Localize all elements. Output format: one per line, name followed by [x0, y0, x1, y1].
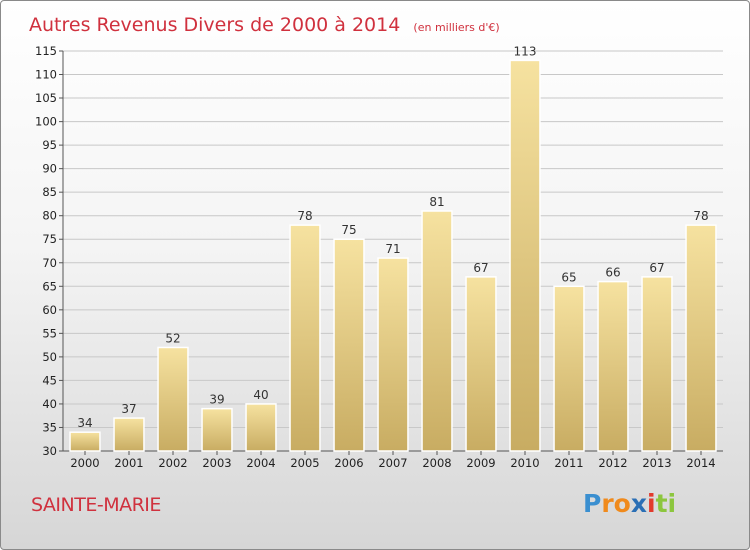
value-label-2006: 75 [341, 223, 356, 237]
x-tick-labels: 2000 2001 2002 2003 2004 2005 2006 2007 2008 2009… [70, 451, 716, 470]
y-tick-label: 50 [42, 350, 57, 364]
logo-letter: t [655, 489, 668, 518]
x-tick-label-2002: 2002 [158, 456, 187, 470]
bar-2014 [685, 224, 717, 452]
value-labels: 34 37 52 39 40 78 75 71 81 67 113 65 66 67 78 [77, 44, 708, 430]
y-tick-label: 65 [42, 279, 57, 293]
y-tick-label: 40 [42, 397, 57, 411]
y-tick-label: 100 [35, 115, 57, 129]
value-label-2003: 39 [209, 393, 224, 407]
bar-2005 [289, 224, 321, 452]
value-label-2009: 67 [473, 261, 488, 275]
bar-2007 [377, 257, 409, 452]
value-label-2012: 66 [605, 266, 620, 280]
value-label-2014: 78 [693, 209, 708, 223]
value-label-2000: 34 [77, 416, 92, 430]
value-label-2008: 81 [429, 195, 444, 209]
y-tick-label: 60 [42, 303, 57, 317]
x-tick-label-2008: 2008 [422, 456, 451, 470]
x-tick-label-2000: 2000 [70, 456, 99, 470]
x-tick-label-2001: 2001 [114, 456, 143, 470]
bar-2013 [641, 276, 673, 452]
value-label-2010: 113 [514, 44, 537, 58]
bar-2010 [509, 59, 541, 452]
y-tick-label: 75 [42, 232, 57, 246]
bar-2006 [333, 238, 365, 452]
chart-title-main: Autres Revenus Divers de 2000 à 2014 [29, 14, 400, 36]
bar-2011 [553, 285, 585, 452]
bar-2003 [201, 407, 233, 452]
x-tick-label-2011: 2011 [554, 456, 583, 470]
x-tick-label-2005: 2005 [290, 456, 319, 470]
logo-letter: r [601, 489, 614, 518]
logo-letter: P [583, 489, 602, 518]
y-tick-label: 45 [42, 373, 57, 387]
y-tick-label: 35 [42, 420, 57, 434]
place-name: SAINTE-MARIE [31, 494, 161, 516]
value-label-2002: 52 [165, 331, 180, 345]
x-tick-label-2007: 2007 [378, 456, 407, 470]
x-tick-label-2013: 2013 [642, 456, 671, 470]
logo-letter: i [667, 489, 677, 518]
y-tick-label: 85 [42, 185, 57, 199]
y-tick-label: 90 [42, 162, 57, 176]
value-label-2005: 78 [297, 209, 312, 223]
proxiti-logo: Proxiti [583, 489, 676, 518]
bar-2009 [465, 276, 497, 452]
chart-title: Autres Revenus Divers de 2000 à 2014 (en… [29, 14, 500, 36]
value-label-2011: 65 [561, 270, 576, 284]
bar-2001 [113, 417, 145, 452]
value-label-2007: 71 [385, 242, 400, 256]
bar-2002 [157, 346, 189, 452]
x-tick-label-2010: 2010 [510, 456, 539, 470]
logo-letter: o [613, 489, 631, 518]
value-label-2001: 37 [121, 402, 136, 416]
y-tick-labels: 30 35 40 45 50 55 60 65 70 75 80 85 90 95 100 105 110 115 [35, 44, 57, 458]
y-tick-label: 105 [35, 91, 57, 105]
bar-2012 [597, 280, 629, 452]
value-label-2013: 67 [649, 261, 664, 275]
x-tick-label-2006: 2006 [334, 456, 363, 470]
x-tick-label-2003: 2003 [202, 456, 231, 470]
y-tick-label: 95 [42, 138, 57, 152]
y-tick-label: 80 [42, 209, 57, 223]
bar-2000 [69, 431, 101, 452]
y-tick-label: 55 [42, 326, 57, 340]
x-tick-label-2004: 2004 [246, 456, 275, 470]
x-tick-label-2009: 2009 [466, 456, 495, 470]
bar-2004 [245, 403, 277, 452]
x-tick-label-2012: 2012 [598, 456, 627, 470]
y-tick-label: 70 [42, 256, 57, 270]
value-label-2004: 40 [253, 388, 268, 402]
y-tick-label: 115 [35, 44, 57, 58]
logo-letter: x [630, 489, 647, 518]
bar-2008 [421, 210, 453, 452]
chart-title-unit: (en milliers d'€) [413, 21, 499, 34]
y-tick-label: 30 [42, 444, 57, 458]
bars [69, 59, 717, 452]
y-tick-label: 110 [35, 68, 57, 82]
x-tick-label-2014: 2014 [686, 456, 715, 470]
logo-letter: i [647, 489, 656, 518]
